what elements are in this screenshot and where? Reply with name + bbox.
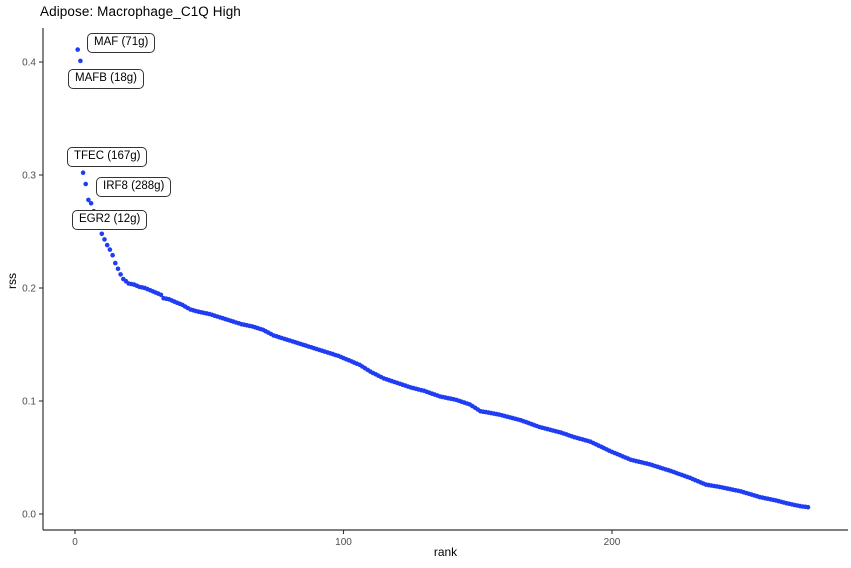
data-point xyxy=(102,237,107,242)
chart-title: Adipose: Macrophage_C1Q High xyxy=(40,4,241,19)
data-point xyxy=(110,252,115,258)
data-point xyxy=(805,504,811,510)
x-tick-label: 0 xyxy=(72,537,78,548)
data-point xyxy=(86,197,91,203)
tf-label-mafb: MAFB (18g) xyxy=(68,69,144,89)
y-tick-label: 0.3 xyxy=(22,171,36,182)
data-point xyxy=(78,58,83,64)
y-axis-title: rss xyxy=(5,273,19,289)
data-point xyxy=(158,292,164,298)
y-tick-label: 0.4 xyxy=(22,58,36,69)
data-point xyxy=(104,242,110,248)
data-point xyxy=(113,260,118,266)
data-point xyxy=(80,170,86,175)
data-point xyxy=(99,231,105,237)
x-axis-title: rank xyxy=(433,545,458,559)
data-point xyxy=(107,247,113,252)
tf-label-maf: MAF (71g) xyxy=(87,33,156,53)
y-tick-label: 0.0 xyxy=(22,510,36,521)
x-tick-label: 100 xyxy=(335,537,352,548)
x-tick-label: 200 xyxy=(604,537,621,548)
data-point xyxy=(115,266,121,272)
y-tick-label: 0.2 xyxy=(22,284,36,295)
data-point xyxy=(88,201,94,206)
tf-label-egr2: EGR2 (12g) xyxy=(72,210,148,230)
tf-label-irf8: IRF8 (288g) xyxy=(96,177,172,197)
y-tick-label: 0.1 xyxy=(22,397,36,408)
tf-label-tfec: TFEC (167g) xyxy=(67,147,148,167)
data-points xyxy=(75,47,811,510)
data-point xyxy=(83,181,88,187)
data-point xyxy=(118,272,123,277)
data-point xyxy=(75,47,80,52)
